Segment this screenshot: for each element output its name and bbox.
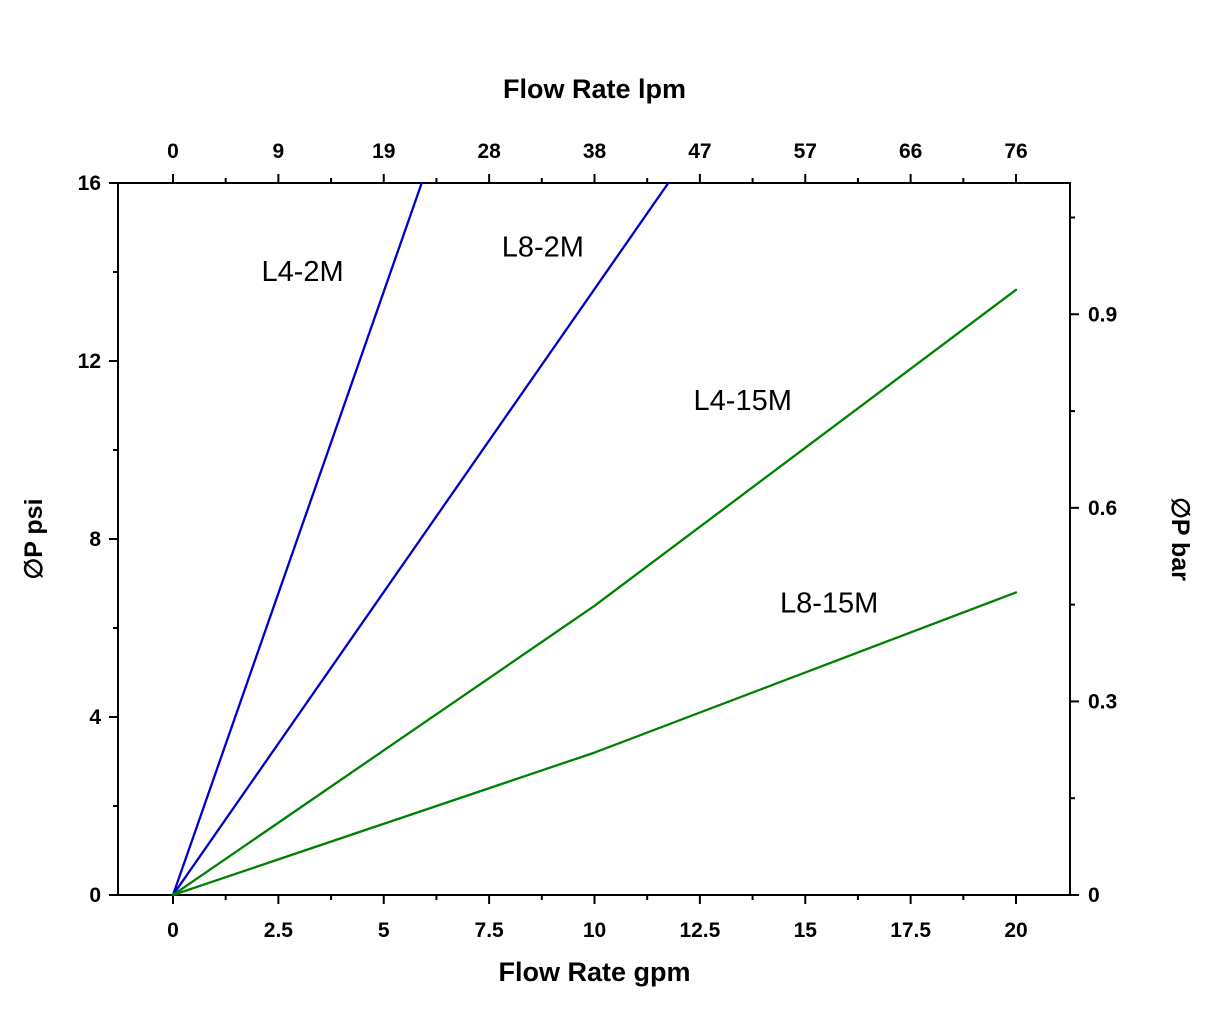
right-axis: 0 0.3 0.6 0.9 ∅P bar — [1070, 216, 1194, 907]
top-tick-label: 38 — [583, 140, 607, 163]
y-left-tick-label: 16 — [78, 172, 101, 195]
series-labels: L4-2M L8-2M L4-15M L8-15M — [262, 231, 879, 619]
x-tick-label: 17.5 — [890, 919, 931, 942]
series-lines — [171, 181, 1018, 897]
series-label-l8-2m: L8-2M — [502, 231, 584, 263]
series-line-l4-2m — [171, 181, 423, 897]
series-label-l8-15m: L8-15M — [780, 587, 878, 619]
top-tick-label: 28 — [477, 140, 501, 163]
y-right-tick-label: 0.3 — [1088, 690, 1117, 713]
top-tick-label: 66 — [899, 140, 922, 163]
y-right-tick-label: 0 — [1088, 884, 1100, 907]
top-axis: 0 9 19 28 38 47 57 66 76 Flow Rate lpm — [167, 74, 1028, 183]
y-axis-title-bar: ∅P bar — [1166, 497, 1194, 581]
y-axis-title-psi: ∅P psi — [20, 498, 48, 579]
series-line-l8-2m — [171, 181, 670, 897]
left-axis: 0 4 8 12 16 ∅P psi — [20, 172, 118, 907]
x-tick-label: 10 — [583, 919, 606, 942]
top-tick-label: 0 — [167, 140, 179, 163]
y-right-tick-label: 0.9 — [1088, 303, 1117, 326]
x-tick-label: 15 — [794, 919, 818, 942]
series-line-l8-15m — [171, 591, 1018, 897]
top-tick-label: 19 — [372, 140, 395, 163]
x-tick-label: 5 — [378, 919, 390, 942]
y-left-tick-label: 4 — [89, 706, 101, 729]
x-axis-title-gpm: Flow Rate gpm — [498, 957, 690, 987]
x-tick-label: 2.5 — [264, 919, 294, 942]
y-right-tick-label: 0.6 — [1088, 497, 1117, 520]
x-tick-label: 0 — [167, 919, 179, 942]
series-label-l4-2m: L4-2M — [262, 256, 344, 288]
top-tick-label: 76 — [1004, 140, 1027, 163]
top-tick-label: 47 — [688, 140, 711, 163]
x-axis-title-lpm: Flow Rate lpm — [503, 74, 686, 104]
bottom-axis: 0 2.5 5 7.5 10 12.5 15 17.5 20 Flow Rate gpm — [167, 895, 1028, 987]
top-tick-label: 57 — [794, 140, 817, 163]
x-tick-label: 7.5 — [475, 919, 505, 942]
series-label-l4-15m: L4-15M — [694, 385, 792, 417]
y-left-tick-label: 0 — [89, 884, 101, 907]
x-tick-label: 20 — [1004, 919, 1027, 942]
x-tick-label: 12.5 — [679, 919, 720, 942]
series-line-l4-15m — [171, 288, 1018, 897]
y-left-tick-label: 8 — [89, 528, 101, 551]
top-tick-label: 9 — [273, 140, 285, 163]
y-left-tick-label: 12 — [78, 350, 101, 373]
